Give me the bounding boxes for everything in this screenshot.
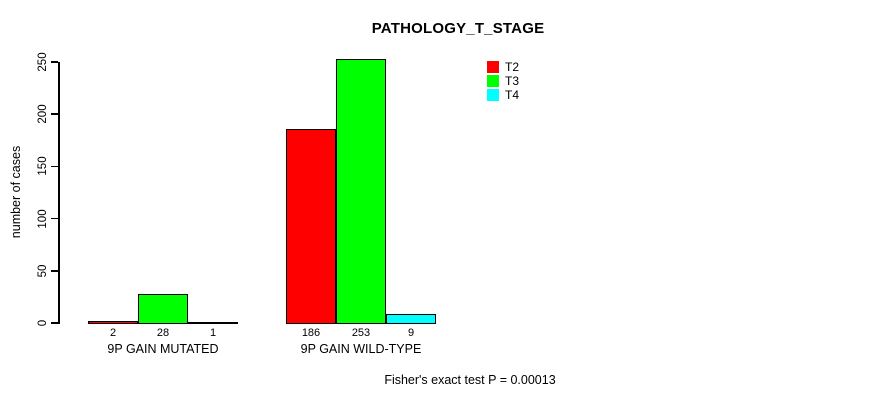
- bar: [138, 294, 188, 324]
- bar-value-label: 253: [351, 327, 371, 339]
- y-tick: [51, 165, 58, 168]
- bar-value-label: 9: [407, 327, 415, 339]
- bar-value-label: 186: [301, 327, 321, 339]
- legend-swatch: [487, 89, 499, 101]
- y-tick-label: 100: [37, 209, 49, 229]
- y-axis-line: [58, 62, 60, 324]
- bar: [88, 321, 138, 324]
- y-tick-label: 200: [37, 104, 49, 124]
- legend-item: T3: [487, 74, 519, 88]
- y-tick-label: 50: [37, 264, 49, 278]
- legend: T2 T3 T4: [487, 60, 519, 102]
- y-tick: [51, 61, 58, 63]
- category-label: 9P GAIN MUTATED: [107, 342, 219, 356]
- legend-label: T2: [505, 60, 520, 74]
- y-tick: [51, 217, 58, 220]
- y-tick: [51, 322, 58, 324]
- legend-label: T3: [505, 74, 520, 88]
- legend-item: T4: [487, 88, 519, 102]
- y-tick: [51, 270, 58, 272]
- bar-value-label: 28: [156, 327, 170, 339]
- y-tick: [51, 113, 58, 115]
- legend-label: T4: [505, 88, 520, 102]
- y-tick-label: 150: [37, 156, 49, 176]
- stat-annotation: Fisher's exact test P = 0.00013: [384, 373, 556, 387]
- legend-item: T2: [487, 60, 519, 74]
- bar-value-label: 1: [209, 327, 217, 339]
- legend-swatch: [487, 75, 499, 87]
- bar: [286, 129, 336, 324]
- y-tick-label: 0: [37, 319, 49, 327]
- bar: [386, 314, 436, 324]
- legend-swatch: [487, 61, 499, 73]
- chart-title: PATHOLOGY_T_STAGE: [371, 20, 545, 37]
- category-label: 9P GAIN WILD-TYPE: [300, 342, 422, 356]
- bar-value-label: 2: [109, 327, 117, 339]
- bar: [188, 322, 238, 324]
- bar: [336, 59, 386, 324]
- y-tick-label: 250: [37, 52, 49, 72]
